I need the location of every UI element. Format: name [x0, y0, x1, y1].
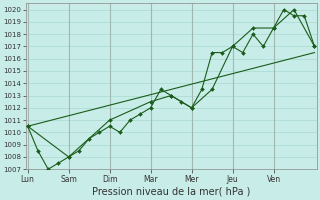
- X-axis label: Pression niveau de la mer( hPa ): Pression niveau de la mer( hPa ): [92, 187, 250, 197]
